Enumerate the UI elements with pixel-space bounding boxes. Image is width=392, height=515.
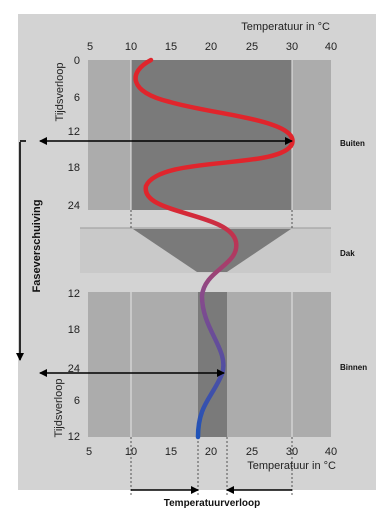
top-axis-tick: 5 [87, 41, 93, 53]
zone-label-inside: Binnen [340, 363, 367, 372]
top-axis-ticks: 5 10 15 20 25 30 40 [87, 41, 337, 53]
bottom-axis-tick: 40 [325, 446, 337, 458]
top-time-axis-ticks: 0 6 12 18 24 [68, 55, 80, 212]
zone-label-roof: Dak [340, 249, 355, 258]
bottom-axis-label: Temperatuur in °C [247, 460, 336, 472]
bottom-axis-tick: 30 [286, 446, 298, 458]
top-time-tick: 0 [74, 55, 80, 67]
roof-damping-wedge [133, 229, 291, 272]
zone-label-outside: Buiten [340, 139, 365, 148]
bottom-time-tick: 12 [68, 431, 80, 443]
bottom-time-tick: 18 [68, 324, 80, 336]
bottom-time-tick: 24 [68, 363, 80, 375]
top-axis-tick: 40 [325, 41, 337, 53]
bottom-axis-tick: 15 [165, 446, 177, 458]
bottom-axis-tick: 25 [246, 446, 258, 458]
outside-range-band [131, 60, 292, 210]
top-axis-tick: 10 [125, 41, 137, 53]
bottom-axis-tick: 10 [125, 446, 137, 458]
top-time-tick: 12 [68, 126, 80, 138]
top-time-tick: 6 [74, 92, 80, 104]
bottom-axis-ticks: 5 10 15 20 25 30 40 [86, 446, 337, 458]
top-axis-tick: 30 [286, 41, 298, 53]
top-time-tick: 18 [68, 162, 80, 174]
bottom-time-tick: 6 [74, 395, 80, 407]
top-time-tick: 24 [68, 200, 80, 212]
temperature-curve [133, 57, 295, 440]
phase-shift-label: Faseverschuiving [31, 200, 43, 293]
top-axis-tick: 15 [165, 41, 177, 53]
top-time-axis-label: Tijdsverloop [54, 63, 66, 122]
bottom-axis-tick: 20 [205, 446, 217, 458]
temperature-course-label: Temperatuurverloop [164, 498, 261, 509]
bottom-time-axis-ticks: 12 18 24 6 12 [68, 288, 80, 443]
top-axis-tick: 20 [205, 41, 217, 53]
bottom-time-axis-label: Tijdsverloop [53, 379, 65, 438]
top-axis-tick: 25 [246, 41, 258, 53]
bottom-time-tick: 12 [68, 288, 80, 300]
top-axis-label: Temperatuur in °C [241, 21, 330, 33]
bottom-axis-tick: 5 [86, 446, 92, 458]
